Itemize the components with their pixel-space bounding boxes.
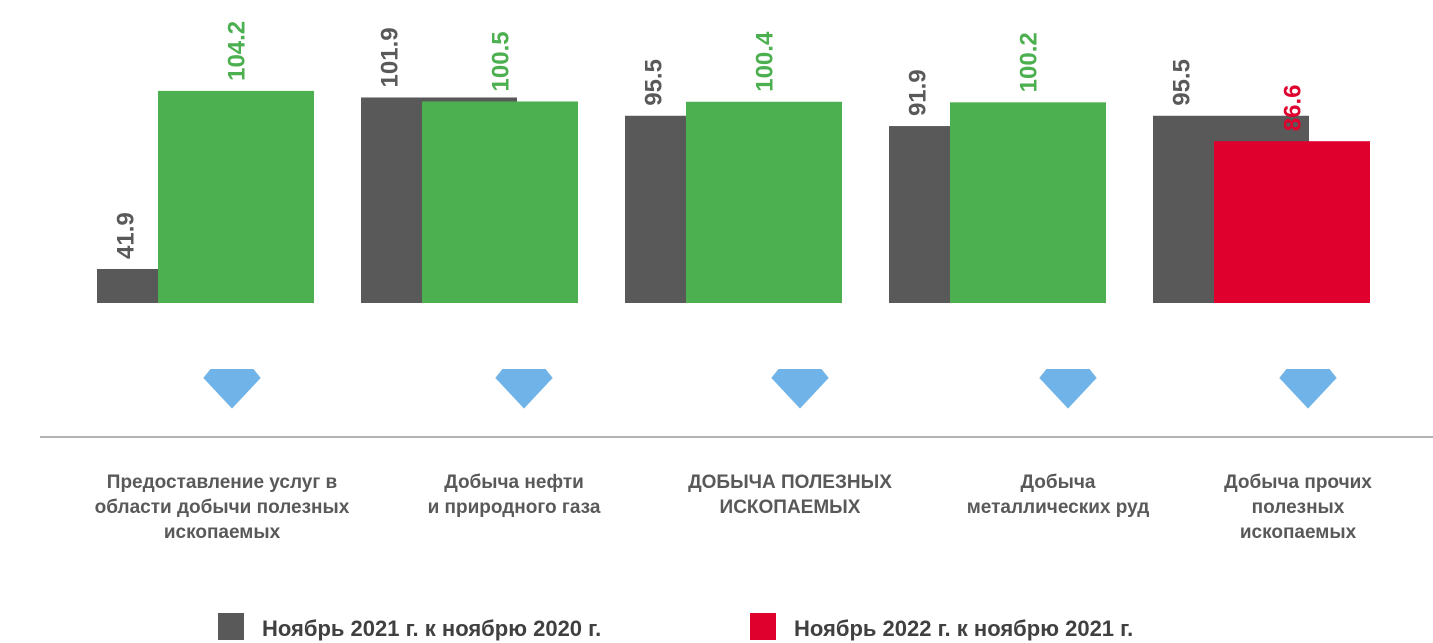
value-label: 91.9	[904, 69, 931, 116]
icon	[770, 368, 830, 410]
bar	[422, 101, 578, 303]
legend-label: Ноябрь 2022 г. к ноябрю 2021 г.	[794, 616, 1133, 641]
chart-svg: 41.9 104.2 101.9 100.5 95.5 100.4 91.9 100.2 95.…	[0, 0, 1433, 643]
value-label: 95.5	[640, 59, 667, 106]
category-label: ДОБЫЧА ПОЛЕЗНЫХ ИСКОПАЕМЫХ	[640, 470, 940, 520]
value-label: 100.4	[751, 31, 778, 92]
value-label: 100.5	[487, 31, 514, 91]
icon	[1278, 368, 1338, 410]
category-label: Добыча нефти и природного газа	[364, 470, 664, 520]
icon	[494, 368, 554, 410]
icon	[202, 368, 262, 410]
bar	[1214, 141, 1370, 303]
value-label: 101.9	[376, 27, 403, 87]
value-label: 100.2	[1015, 32, 1042, 92]
category-label: Предоставление услуг в области добычи по…	[72, 470, 372, 545]
value-label: 41.9	[112, 212, 139, 259]
bar	[686, 102, 842, 303]
chart: 41.9 104.2 101.9 100.5 95.5 100.4 91.9 100.2 95.…	[0, 0, 1433, 643]
bar	[158, 91, 314, 303]
value-label: 95.5	[1168, 59, 1195, 106]
legend-swatch	[218, 613, 244, 640]
category-label: Добыча прочих полезных ископаемых	[1148, 470, 1433, 545]
value-label: 104.2	[223, 21, 250, 81]
legend-swatch	[750, 613, 776, 640]
legend-label: Ноябрь 2021 г. к ноябрю 2020 г.	[262, 616, 601, 641]
value-label: 86.6	[1279, 84, 1306, 131]
bar	[950, 102, 1106, 303]
icon	[1038, 368, 1098, 410]
